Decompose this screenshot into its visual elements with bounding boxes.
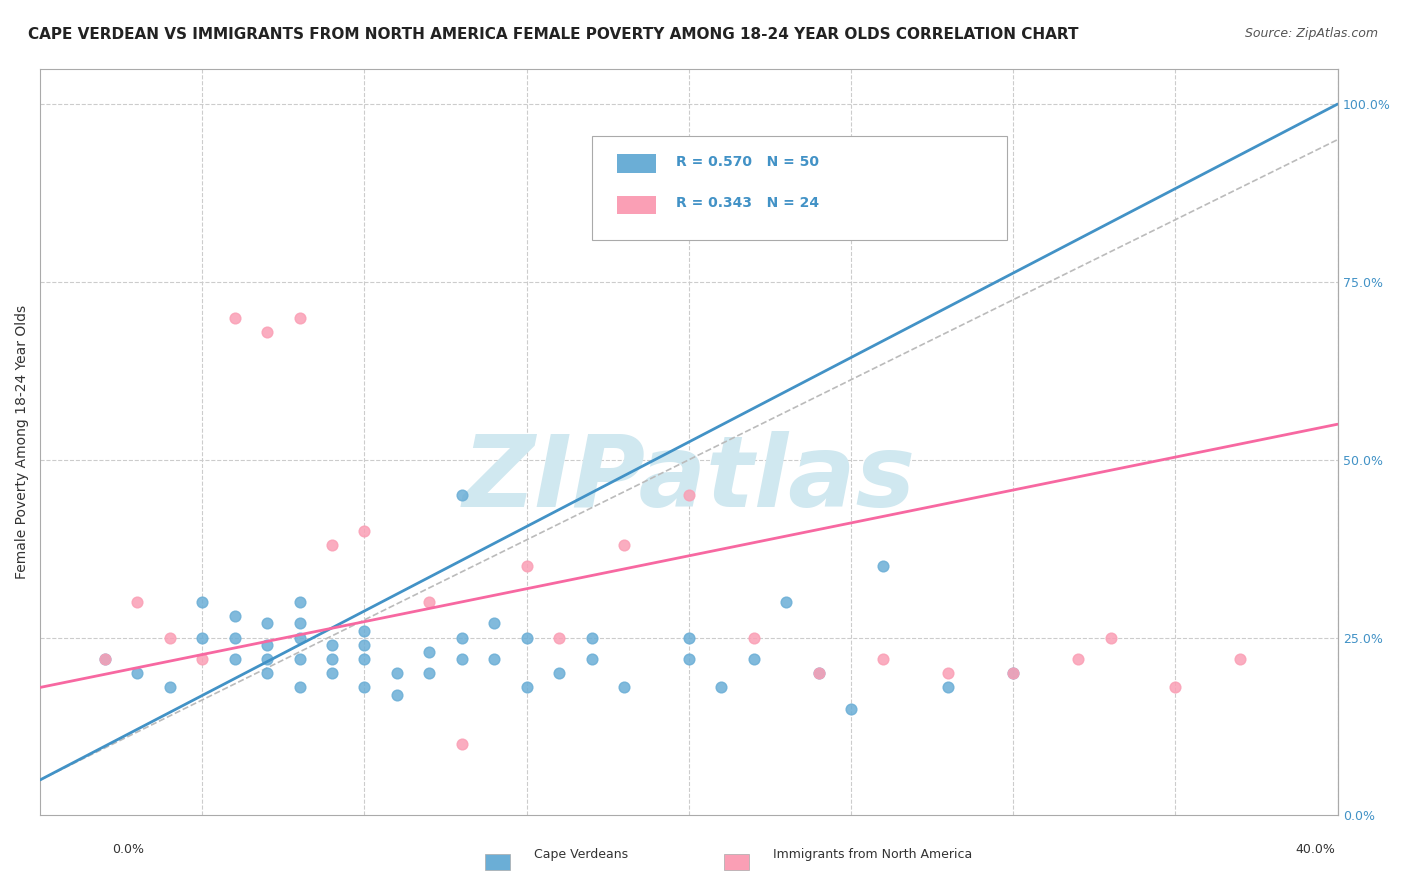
Point — [450, 652, 472, 666]
Point — [742, 652, 765, 666]
Point — [1002, 666, 1025, 681]
Text: Source: ZipAtlas.com: Source: ZipAtlas.com — [1244, 27, 1378, 40]
Point — [159, 631, 181, 645]
Point — [710, 681, 733, 695]
Point — [191, 595, 214, 609]
Point — [288, 595, 311, 609]
Point — [807, 666, 830, 681]
Point — [224, 652, 246, 666]
Point — [872, 652, 894, 666]
Point — [353, 638, 375, 652]
Point — [288, 681, 311, 695]
Text: 40.0%: 40.0% — [1296, 843, 1336, 856]
Point — [288, 652, 311, 666]
Text: ZIPatlas: ZIPatlas — [463, 431, 915, 528]
Point — [321, 638, 343, 652]
Point — [94, 652, 117, 666]
Point — [321, 652, 343, 666]
FancyBboxPatch shape — [617, 195, 657, 214]
Point — [288, 616, 311, 631]
Point — [450, 488, 472, 502]
Point — [418, 666, 440, 681]
Point — [159, 681, 181, 695]
FancyBboxPatch shape — [592, 136, 1007, 240]
Point — [678, 631, 700, 645]
Point — [1002, 666, 1025, 681]
Point — [288, 310, 311, 325]
Point — [256, 666, 278, 681]
Point — [613, 538, 636, 552]
Text: 0.0%: 0.0% — [112, 843, 145, 856]
Text: CAPE VERDEAN VS IMMIGRANTS FROM NORTH AMERICA FEMALE POVERTY AMONG 18-24 YEAR OL: CAPE VERDEAN VS IMMIGRANTS FROM NORTH AM… — [28, 27, 1078, 42]
Text: R = 0.570   N = 50: R = 0.570 N = 50 — [676, 155, 818, 169]
Point — [288, 631, 311, 645]
Point — [516, 631, 538, 645]
Point — [191, 652, 214, 666]
Point — [450, 631, 472, 645]
Text: R = 0.343   N = 24: R = 0.343 N = 24 — [676, 196, 818, 210]
Point — [353, 524, 375, 538]
Point — [678, 652, 700, 666]
Point — [256, 638, 278, 652]
Point — [872, 559, 894, 574]
Y-axis label: Female Poverty Among 18-24 Year Olds: Female Poverty Among 18-24 Year Olds — [15, 305, 30, 579]
Text: Cape Verdeans: Cape Verdeans — [534, 847, 628, 861]
Point — [418, 645, 440, 659]
Point — [742, 631, 765, 645]
Point — [1164, 681, 1187, 695]
Point — [353, 652, 375, 666]
Point — [385, 688, 408, 702]
Point — [353, 681, 375, 695]
Point — [224, 609, 246, 624]
Point — [839, 702, 862, 716]
Point — [321, 538, 343, 552]
Point — [1229, 652, 1251, 666]
Point — [613, 681, 636, 695]
Point — [224, 310, 246, 325]
Point — [256, 616, 278, 631]
Point — [256, 652, 278, 666]
Point — [256, 325, 278, 339]
Point — [1067, 652, 1090, 666]
Point — [353, 624, 375, 638]
Point — [807, 666, 830, 681]
Point — [775, 595, 797, 609]
Text: Immigrants from North America: Immigrants from North America — [773, 847, 973, 861]
Point — [191, 631, 214, 645]
Point — [1099, 631, 1122, 645]
Point — [127, 666, 149, 681]
Point — [94, 652, 117, 666]
Point — [418, 595, 440, 609]
Point — [484, 652, 506, 666]
Point — [484, 616, 506, 631]
Point — [224, 631, 246, 645]
Point — [127, 595, 149, 609]
Point — [581, 652, 603, 666]
Point — [678, 488, 700, 502]
Point — [936, 666, 959, 681]
Point — [581, 631, 603, 645]
Point — [321, 666, 343, 681]
Point — [450, 737, 472, 751]
Point — [385, 666, 408, 681]
Point — [516, 559, 538, 574]
Point — [936, 681, 959, 695]
Point — [548, 666, 571, 681]
FancyBboxPatch shape — [617, 154, 657, 173]
Point — [516, 681, 538, 695]
Point — [548, 631, 571, 645]
